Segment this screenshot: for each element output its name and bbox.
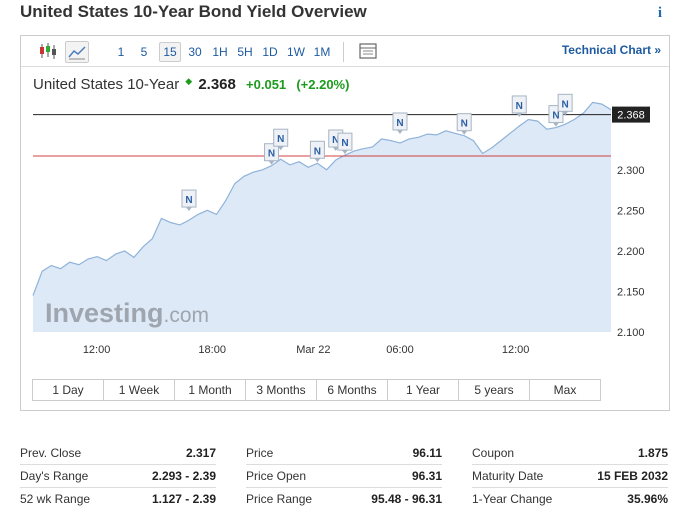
- range-selector: 1 Day 1 Week 1 Month 3 Months 6 Months 1 Year…: [32, 379, 601, 401]
- period-button-5h[interactable]: 5H: [237, 45, 253, 59]
- table-view-icon[interactable]: [357, 41, 379, 61]
- news-marker[interactable]: N: [337, 132, 353, 155]
- period-button-1[interactable]: 1: [117, 45, 125, 59]
- period-button-1m[interactable]: 1M: [313, 45, 331, 59]
- stats-row: Price 96.11: [246, 442, 442, 465]
- news-marker[interactable]: N: [511, 95, 527, 117]
- stats-row: Price Range 95.48 - 96.31: [246, 488, 442, 510]
- series-line: [32, 101, 612, 296]
- stats-row: Day's Range 2.293 - 2.39: [20, 465, 216, 488]
- instrument-name: United States 10-Year: [33, 76, 180, 93]
- up-arrow-icon: ◆: [185, 76, 193, 86]
- area-chart-icon[interactable]: [65, 41, 89, 63]
- stats-row: Price Open 96.31: [246, 465, 442, 488]
- news-marker[interactable]: N: [456, 113, 472, 135]
- stats-row: 52 wk Range 1.127 - 2.39: [20, 488, 216, 510]
- chart-panel: 1 5 15 30 1H 5H 1D 1W 1M Technical Chart » Unite…: [20, 35, 670, 411]
- stats-row: Coupon 1.875: [472, 442, 668, 465]
- stat-label: Price Range: [246, 492, 313, 506]
- svg-text:N: N: [552, 111, 559, 122]
- svg-text:N: N: [277, 134, 284, 145]
- chart-toolbar: 1 5 15 30 1H 5H 1D 1W 1M Technical Chart »: [21, 36, 669, 67]
- stats-row: 1-Year Change 35.96%: [472, 488, 668, 510]
- stat-value: 15 FEB 2032: [597, 469, 668, 483]
- range-button-1-day[interactable]: 1 Day: [33, 380, 104, 400]
- range-button-1-week[interactable]: 1 Week: [104, 380, 175, 400]
- y-tick-label: 2.300: [617, 165, 645, 177]
- svg-text:N: N: [341, 138, 348, 149]
- stat-label: Day's Range: [20, 469, 89, 483]
- stat-value: 96.31: [411, 469, 442, 483]
- stat-value: 35.96%: [627, 492, 668, 506]
- news-marker[interactable]: N: [557, 93, 573, 116]
- news-marker[interactable]: N: [181, 189, 197, 212]
- stat-value: 95.48 - 96.31: [371, 492, 442, 506]
- investing-watermark-logo: Investing.com: [45, 298, 209, 328]
- stat-value: 2.293 - 2.39: [151, 469, 216, 483]
- price-chart[interactable]: 2.368 2.100 2.150 2.200 2.250 2.300 12:00 18:00…: [21, 36, 669, 376]
- svg-text:N: N: [562, 99, 569, 110]
- x-tick-label: 18:00: [198, 344, 226, 356]
- svg-text:N: N: [461, 119, 468, 130]
- svg-text:N: N: [396, 118, 403, 129]
- y-tick-label: 2.250: [617, 205, 645, 217]
- news-marker[interactable]: N: [309, 140, 325, 163]
- current-value-label: 2.368: [617, 110, 645, 122]
- range-button-5-years[interactable]: 5 years: [459, 380, 530, 400]
- range-button-1-year[interactable]: 1 Year: [388, 380, 459, 400]
- y-tick-label: 2.150: [617, 286, 645, 298]
- stats-row: Maturity Date 15 FEB 2032: [472, 465, 668, 488]
- stat-label: Price: [246, 446, 274, 460]
- last-price: 2.368: [198, 76, 236, 93]
- price-change: +0.051: [246, 77, 287, 92]
- range-button-1-month[interactable]: 1 Month: [175, 380, 246, 400]
- x-tick-label: 12:00: [502, 344, 530, 356]
- range-button-3-months[interactable]: 3 Months: [246, 380, 317, 400]
- stat-value: 1.875: [637, 446, 668, 460]
- range-button-max[interactable]: Max: [553, 383, 577, 397]
- stat-value: 2.317: [185, 446, 216, 460]
- info-icon[interactable]: i: [657, 5, 663, 21]
- period-button-30[interactable]: 30: [188, 45, 202, 59]
- svg-text:N: N: [332, 135, 339, 146]
- x-tick-label: 06:00: [386, 344, 414, 356]
- quote-line: United States 10-Year ◆ 2.368 +0.051 (+2.…: [33, 76, 349, 93]
- x-tick-label: Mar 22: [296, 344, 330, 356]
- series-area: [33, 102, 611, 333]
- stats-row: Prev. Close 2.317: [20, 442, 216, 465]
- period-button-1w[interactable]: 1W: [287, 45, 305, 59]
- current-value-box: [612, 106, 650, 123]
- stat-label: Price Open: [246, 469, 307, 483]
- stat-label: 1-Year Change: [472, 492, 553, 506]
- watermark-bold: Investing: [45, 298, 164, 328]
- svg-text:N: N: [185, 195, 192, 206]
- stat-label: Coupon: [472, 446, 515, 460]
- stat-value: 96.11: [412, 446, 442, 460]
- stat-label: 52 wk Range: [20, 492, 91, 506]
- y-tick-label: 2.100: [617, 327, 645, 339]
- stat-label: Prev. Close: [20, 446, 82, 460]
- news-marker[interactable]: N: [392, 112, 408, 134]
- period-button-15[interactable]: 15: [159, 42, 181, 62]
- technical-chart-link[interactable]: Technical Chart »: [561, 43, 661, 57]
- y-tick-label: 2.200: [617, 246, 645, 258]
- page-title: United States 10-Year Bond Yield Overvie…: [20, 2, 367, 21]
- watermark-light: .com: [164, 304, 210, 327]
- news-marker[interactable]: N: [273, 128, 289, 151]
- stat-label: Maturity Date: [472, 469, 544, 483]
- x-tick-label: 12:00: [83, 344, 111, 356]
- period-button-1h[interactable]: 1H: [212, 45, 228, 59]
- stat-value: 1.127 - 2.39: [151, 492, 216, 506]
- price-change-percent: (+2.20%): [296, 77, 350, 92]
- toolbar-divider: [343, 42, 344, 62]
- svg-text:N: N: [516, 101, 523, 112]
- svg-text:N: N: [268, 149, 275, 160]
- range-button-6-months[interactable]: 6 Months: [317, 380, 388, 400]
- news-marker[interactable]: N: [264, 143, 280, 165]
- period-button-5[interactable]: 5: [140, 45, 148, 59]
- period-button-1d[interactable]: 1D: [262, 45, 278, 59]
- svg-text:N: N: [314, 146, 321, 157]
- candlestick-icon[interactable]: [37, 41, 59, 61]
